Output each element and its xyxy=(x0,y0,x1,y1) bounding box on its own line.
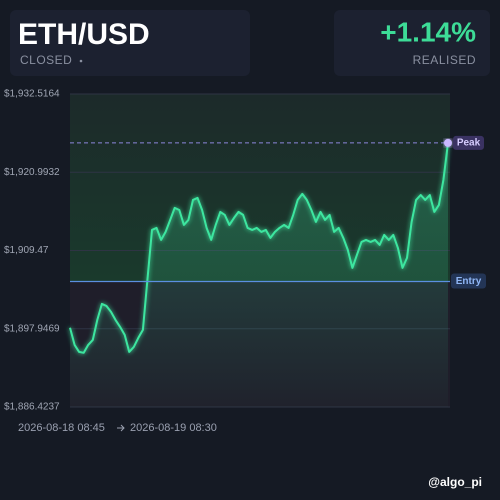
y-tick-label: $1,920.9932 xyxy=(4,167,60,178)
peak-badge xyxy=(453,135,484,150)
y-tick-label: $1,897.9469 xyxy=(4,323,60,334)
change-label: REALISED xyxy=(413,53,476,67)
pair-card xyxy=(10,10,250,76)
status-dot xyxy=(79,59,83,63)
status: CLOSED xyxy=(20,53,72,67)
change-card xyxy=(334,10,490,76)
y-tick-label: $1,932.5164 xyxy=(4,89,60,100)
entry-badge xyxy=(451,273,486,289)
entry-label: Entry xyxy=(456,276,482,287)
x-end: 2026-08-19 08:30 xyxy=(130,422,217,434)
area xyxy=(70,142,448,407)
range-arrow xyxy=(117,424,125,432)
y-tick-label: $1,909.47 xyxy=(4,245,49,256)
price-line xyxy=(69,142,449,354)
peak-label: Peak xyxy=(457,138,481,149)
plot: $1,886.4237 $1,897.9469 $1,909.47 $1,920.99… xyxy=(4,89,486,413)
watermark: @algo_pi xyxy=(428,475,482,489)
y-tick-label: $1,886.4237 xyxy=(4,402,60,413)
pair: ETH/USD xyxy=(18,18,150,51)
x-start: 2026-08-18 08:45 xyxy=(18,422,105,434)
peak-marker xyxy=(444,138,452,147)
change: +1.14% xyxy=(380,16,476,47)
